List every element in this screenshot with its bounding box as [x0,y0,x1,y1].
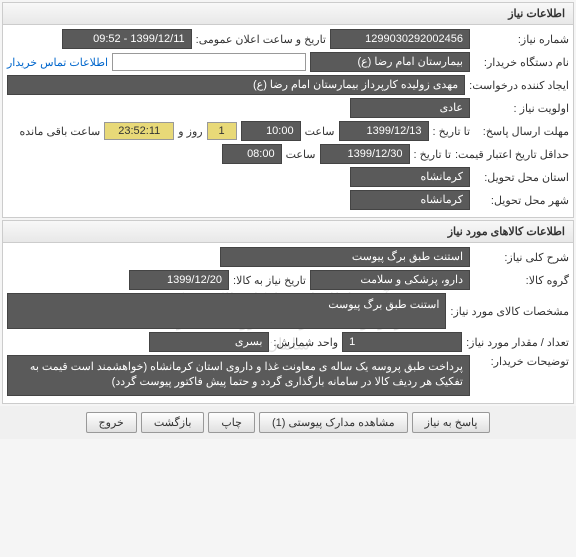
goods-group-label: گروه کالا: [474,274,569,287]
buyer-notes-value: پرداخت طبق پروسه یک ساله ی معاونت غذا و … [7,355,470,396]
reply-button[interactable]: پاسخ به نیاز [412,412,491,433]
exit-button[interactable]: خروج [86,412,137,433]
announce-label: تاریخ و ساعت اعلان عمومی: [196,33,326,46]
goods-spec-value: استنت طبق برگ پیوست [7,293,446,329]
attachments-button[interactable]: مشاهده مدارک پیوستی (1) [259,412,408,433]
unit-label: واحد شمارش: [273,336,338,349]
creator-label: ایجاد کننده درخواست: [469,79,569,92]
announce-value: 1399/12/11 - 09:52 [62,29,192,49]
min-validity-time-label: ساعت [286,148,316,161]
remaining-label: ساعت باقی مانده [20,125,101,138]
goods-info-panel: اطلاعات کالاهای مورد نیاز فن آوری اطلاعا… [2,220,574,404]
min-validity-date-value: 1399/12/30 [320,144,410,164]
city-label: شهر محل تحویل: [474,194,569,207]
general-desc-label: شرح کلی نیاز: [474,251,569,264]
quantity-label: تعداد / مقدار مورد نیاز: [466,336,569,349]
to-date-label: تا تاریخ : [433,125,470,138]
countdown-value: 23:52:11 [104,122,174,140]
buyer-device-value: بیمارستان امام رضا (ع) [310,52,470,72]
city-value: کرمانشاه [350,190,470,210]
priority-value: عادی [350,98,470,118]
contact-link[interactable]: اطلاعات تماس خریدار [7,56,108,69]
goods-spec-label: مشخصات کالای مورد نیاز: [450,305,569,318]
buyer-device-label: نام دستگاه خریدار: [474,56,569,69]
min-validity-label: حداقل تاریخ اعتبار قیمت: [455,148,569,161]
back-button[interactable]: بازگشت [141,412,205,433]
deadline-time-value: 10:00 [241,121,301,141]
goods-group-value: دارو، پزشکی و سلامت [310,270,470,290]
request-number-value: 1299030292002456 [330,29,470,49]
priority-label: اولویت نیاز : [474,102,569,115]
need-info-panel: اطلاعات نیاز شماره نیاز: 129903029200245… [2,2,574,218]
goods-info-header: اطلاعات کالاهای مورد نیاز [3,221,573,243]
print-button[interactable]: چاپ [208,412,255,433]
min-validity-time-value: 08:00 [222,144,282,164]
button-bar: پاسخ به نیاز مشاهده مدارک پیوستی (1) چاپ… [0,406,576,439]
min-validity-to-label: تا تاریخ : [414,148,451,161]
request-number-label: شماره نیاز: [474,33,569,46]
day-count-value: 1 [207,122,237,140]
need-date-label: تاریخ نیاز به کالا: [233,274,306,287]
buyer-device-extra [112,53,306,71]
province-value: کرمانشاه [350,167,470,187]
quantity-value: 1 [342,332,462,352]
deadline-date-value: 1399/12/13 [339,121,429,141]
general-desc-value: استنت طبق برگ پیوست [220,247,470,267]
buyer-notes-label: توضیحات خریدار: [474,355,569,368]
day-and-label: روز و [178,125,202,138]
need-info-header: اطلاعات نیاز [3,3,573,25]
deadline-time-label: ساعت [305,125,335,138]
need-date-value: 1399/12/20 [129,270,229,290]
creator-value: مهدی زولیده کارپرداز بیمارستان امام رضا … [7,75,465,95]
unit-value: بسری [149,332,269,352]
province-label: استان محل تحویل: [474,171,569,184]
deadline-label: مهلت ارسال پاسخ: [474,125,569,138]
